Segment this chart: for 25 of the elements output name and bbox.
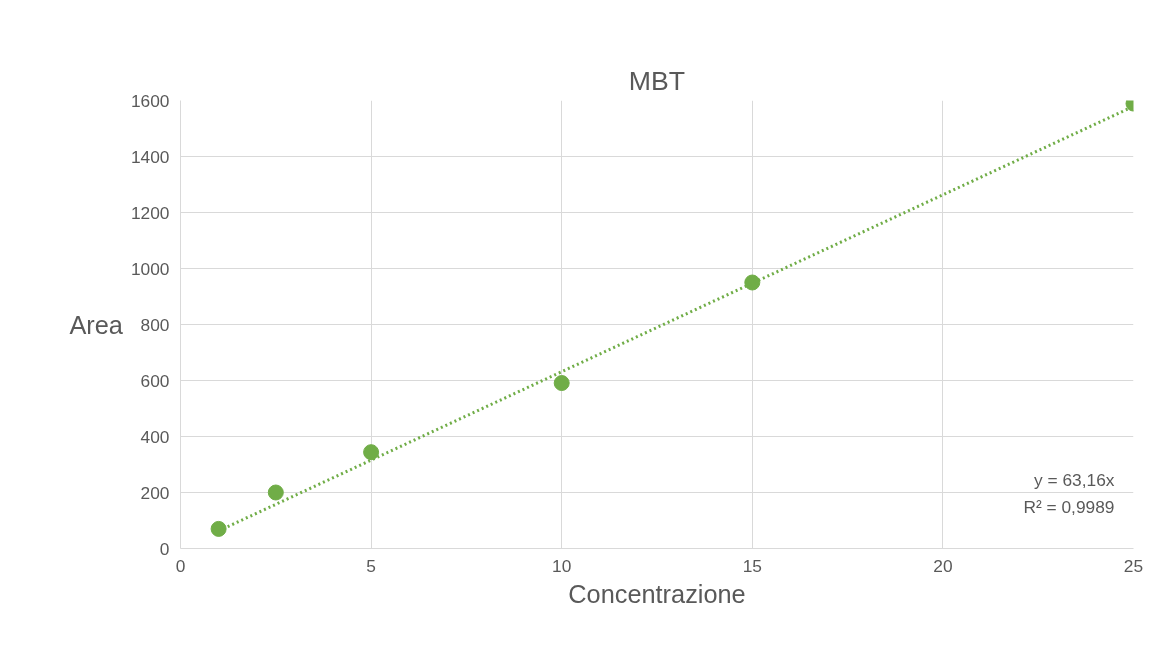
x-tick-label: 5 xyxy=(366,555,376,576)
y-tick-label: 1600 xyxy=(130,90,170,111)
point xyxy=(744,274,761,291)
x-axis-title: Concentrazione xyxy=(568,579,746,608)
y-tick-label: 1000 xyxy=(130,258,170,279)
chart-title: MBT xyxy=(628,65,686,96)
y-tick-label: 200 xyxy=(140,482,170,503)
annotation: R² = 0,9989 xyxy=(1023,497,1115,518)
x-tick-label: 10 xyxy=(552,555,572,576)
x-tick-label: 20 xyxy=(933,555,953,576)
y-axis-title: Area xyxy=(69,310,124,339)
y-tick-label: 1400 xyxy=(130,146,170,167)
x-tick-label: 25 xyxy=(1123,555,1144,576)
y-tick-label: 400 xyxy=(140,426,170,447)
y-tick-label: 600 xyxy=(140,370,170,391)
point xyxy=(267,484,284,501)
x-tick-label: 15 xyxy=(742,555,762,576)
y-tick-label: 0 xyxy=(159,538,170,559)
annotation: y = 63,16x xyxy=(1034,470,1115,491)
y-tick-label: 800 xyxy=(140,314,170,335)
x-tick-label: 0 xyxy=(175,555,186,576)
point xyxy=(553,375,570,392)
y-tick-label: 1200 xyxy=(130,202,170,223)
point xyxy=(210,520,227,537)
point xyxy=(363,444,380,461)
